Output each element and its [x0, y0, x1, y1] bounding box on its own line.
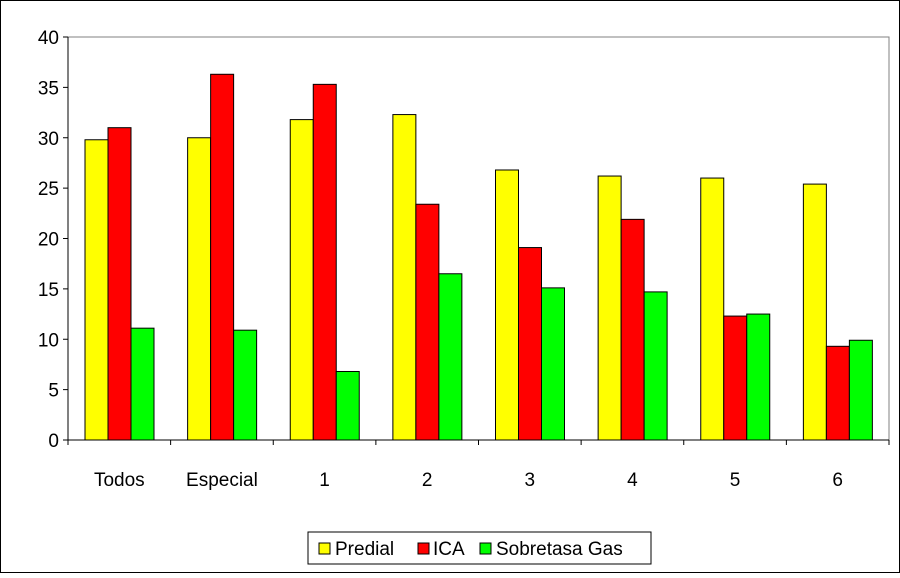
bar-predial [187, 137, 212, 441]
legend: Predial ICA Sobretasa Gas [307, 531, 652, 565]
bar-ica [825, 345, 850, 441]
bar-sobretasa-gas [335, 370, 360, 441]
x-tick-label: Especial [186, 470, 258, 491]
y-tick-label: 30 [38, 129, 59, 150]
bar-predial [597, 175, 622, 441]
y-tick-label: 0 [48, 431, 59, 452]
legend-swatch-ica [417, 542, 430, 555]
bar-sobretasa-gas [541, 287, 565, 441]
legend-label-ica: ICA [433, 539, 465, 560]
x-tick-label: 5 [730, 470, 741, 491]
legend-swatch-sobretasa-gas [479, 542, 492, 555]
bar-ica [620, 218, 645, 441]
y-tick-label: 35 [38, 78, 59, 99]
bar-predial [289, 119, 314, 441]
y-tick-label: 40 [38, 28, 59, 49]
bar-predial [700, 177, 725, 441]
x-axis: Todos Especial 1 2 3 4 5 6 [67, 439, 890, 491]
y-tick-label: 25 [38, 179, 59, 200]
bar-predial [84, 139, 109, 441]
bar-sobretasa-gas [848, 339, 873, 441]
bar-sobretasa-gas [643, 291, 668, 441]
y-tick-label: 20 [38, 230, 59, 251]
bar-ica [107, 127, 132, 441]
x-tick-label: 3 [525, 470, 536, 491]
y-tick-label: 10 [38, 330, 59, 351]
bar-predial [495, 169, 519, 441]
bar-ica [723, 315, 748, 441]
bar-predial [802, 183, 827, 441]
x-tick-label: 6 [832, 470, 843, 491]
x-tick-label: 1 [319, 470, 330, 491]
x-tick-label: 2 [422, 470, 433, 491]
y-axis: 0 5 10 15 20 25 30 35 40 [38, 28, 69, 452]
bar-sobretasa-gas [130, 327, 155, 441]
legend-swatch-predial [318, 542, 331, 555]
y-tick-label: 5 [48, 381, 59, 402]
legend-label-predial: Predial [335, 539, 394, 560]
bars-group [84, 73, 873, 441]
x-tick-label: Todos [94, 470, 145, 491]
legend-label-sobretasa-gas: Sobretasa Gas [496, 539, 623, 560]
bar-ica [415, 203, 440, 441]
bar-sobretasa-gas [438, 273, 463, 441]
bar-ica [210, 73, 235, 441]
bar-sobretasa-gas [746, 313, 771, 441]
bar-sobretasa-gas [233, 329, 258, 441]
y-tick-label: 15 [38, 280, 59, 301]
bar-predial [392, 114, 417, 441]
bar-ica [518, 247, 542, 441]
bar-ica [312, 83, 337, 441]
x-tick-label: 4 [627, 470, 638, 491]
